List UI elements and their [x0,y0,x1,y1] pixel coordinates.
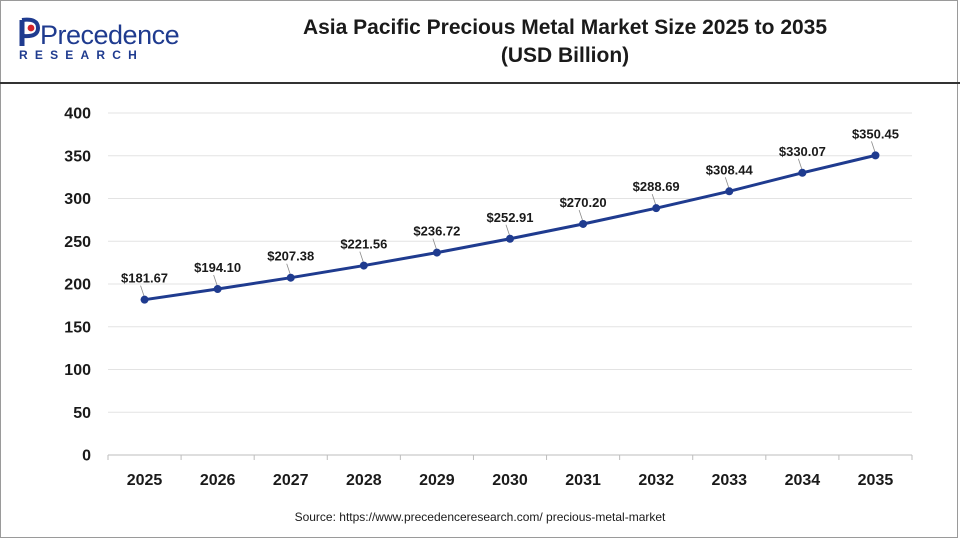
data-label: $207.38 [267,249,314,264]
x-tick-label: 2032 [638,472,674,489]
data-label-leader [140,285,145,298]
data-label-leader [505,224,511,237]
data-point [871,151,880,160]
x-tick-label: 2034 [785,472,821,489]
data-point [359,261,368,270]
chart-title: Asia Pacific Precious Metal Market Size … [220,14,910,70]
data-point [140,295,149,304]
chart-title-line2: (USD Billion) [500,44,630,67]
brand-logo[interactable]: Precedence RESEARCH [14,14,180,66]
data-point [798,168,807,177]
data-label-leader [213,274,219,288]
x-tick-label: 2027 [273,472,309,489]
x-tick-label: 2026 [200,472,236,489]
x-tick-label: 2029 [419,472,455,489]
data-label: $181.67 [121,271,168,286]
data-label-leader [432,238,438,251]
logo-subtitle: RESEARCH [19,48,144,62]
x-tick-label: 2033 [711,472,747,489]
x-tick-label: 2035 [858,472,894,489]
data-point [213,285,222,294]
data-label-leader [286,263,292,276]
data-label-leader [578,209,584,223]
logo-mark-icon [19,17,41,46]
data-point [725,187,734,196]
data-point [652,204,661,213]
y-tick-label: 300 [64,191,91,208]
data-label: $350.45 [852,126,899,141]
y-tick-label: 350 [64,148,91,165]
header: Precedence RESEARCH Asia Pacific Preciou… [0,0,960,82]
data-point [506,234,514,243]
data-label: $330.07 [779,144,826,159]
data-point [579,219,588,228]
data-label-leader [871,141,876,154]
x-tick-label: 2028 [346,472,382,489]
data-label-leader [797,158,803,171]
data-label: $236.72 [413,224,460,239]
source-note: Source: https://www.precedenceresearch.c… [294,510,666,524]
y-tick-label: 250 [64,234,91,251]
data-point [286,273,295,282]
y-tick-label: 50 [73,405,91,422]
data-label: $308.44 [706,162,754,177]
data-label-leader [359,251,365,264]
x-tick-label: 2025 [127,472,163,489]
data-label-leader [724,177,730,190]
logo-dot-icon [27,24,35,32]
data-label: $288.69 [633,179,680,194]
chart-title-line1: Asia Pacific Precious Metal Market Size … [302,16,828,39]
x-tick-label: 2030 [492,472,528,489]
data-label: $194.10 [194,260,241,275]
y-tick-label: 100 [64,362,91,379]
header-divider [0,82,960,84]
data-label: $221.56 [340,237,387,252]
series-line [144,153,876,302]
y-tick-label: 400 [64,106,91,123]
data-label-leader [651,194,657,207]
data-label: $252.91 [487,210,534,225]
x-tick-label: 2031 [565,472,601,489]
logo-wordmark: Precedence [40,20,180,50]
y-tick-label: 150 [64,319,91,336]
y-tick-label: 0 [82,448,91,465]
y-tick-label: 200 [64,277,91,294]
data-point [432,248,441,257]
data-label: $270.20 [560,195,607,210]
